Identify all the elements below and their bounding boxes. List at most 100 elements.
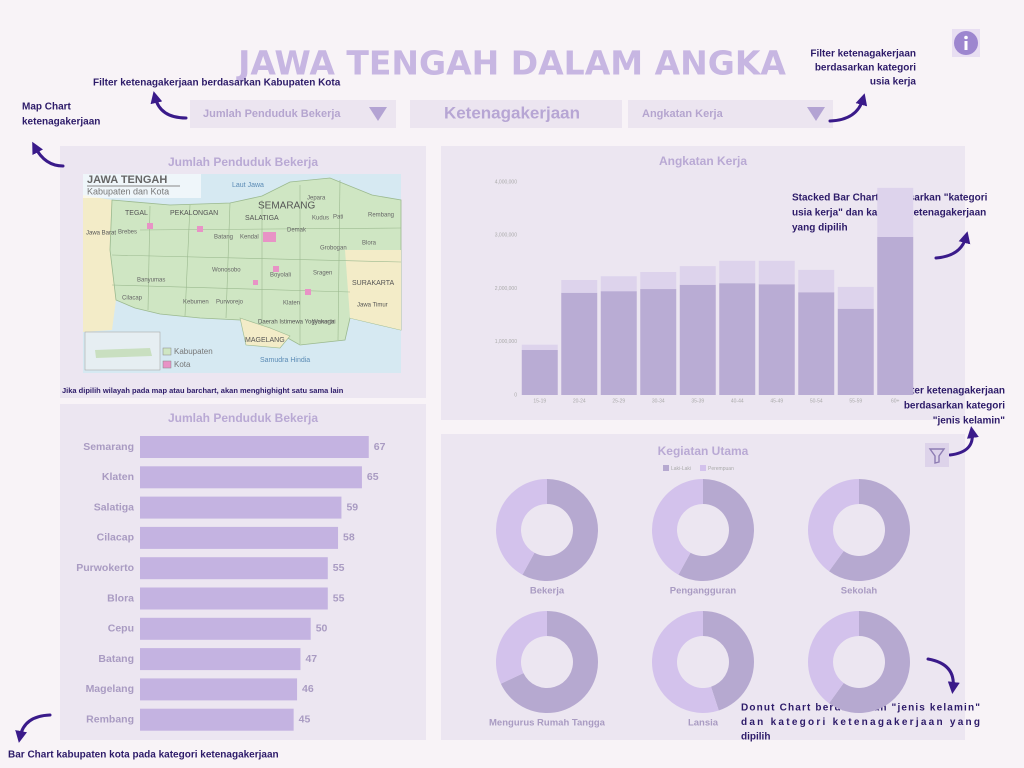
map-title: Jumlah Penduduk Bekerja: [168, 155, 318, 169]
map-heading: JAWA TENGAH: [87, 174, 167, 186]
info-button[interactable]: [952, 29, 980, 57]
donut-segment[interactable]: [652, 611, 719, 713]
filter-label: Angkatan Kerja: [642, 108, 724, 120]
bar-segment[interactable]: [758, 260, 795, 285]
donut-segment[interactable]: [496, 611, 547, 684]
bar-segment[interactable]: [600, 291, 637, 395]
bar-segment[interactable]: [798, 269, 835, 293]
bar-segment[interactable]: [640, 289, 677, 395]
map-label: Jawa Barat: [86, 231, 116, 237]
donut-segment[interactable]: [829, 479, 910, 581]
bar[interactable]: [140, 617, 311, 640]
x-tick-label: 15-19: [533, 398, 546, 404]
bar-segment[interactable]: [877, 236, 914, 395]
bar-segment[interactable]: [561, 292, 598, 395]
chart-title: Jumlah Penduduk Bekerja: [168, 411, 318, 425]
legend-swatch: [663, 465, 669, 471]
bar-segment[interactable]: [600, 276, 637, 292]
bar-segment[interactable]: [798, 292, 835, 395]
bar[interactable]: [140, 708, 294, 731]
value-label: 59: [346, 501, 358, 513]
annotation: dipilih: [741, 732, 770, 743]
donut-segment[interactable]: [703, 611, 755, 711]
bar-label: Cepu: [108, 623, 134, 635]
annotation: Filter ketenagakerjaan berdasarkan Kabup…: [93, 78, 341, 89]
x-tick-label: 50-54: [810, 398, 823, 404]
filter-kabupaten[interactable]: Jumlah Penduduk Bekerja: [190, 100, 396, 128]
map-label: Daerah Istimewa Yogyakarta: [258, 320, 335, 326]
x-tick-label: 45-49: [770, 398, 783, 404]
legend-label: Perempuan: [708, 466, 734, 472]
y-tick-label: 0: [514, 392, 517, 398]
map-label: SEMARANG: [258, 201, 315, 212]
map-label: Jepara: [307, 196, 326, 202]
bar-label: Cilacap: [97, 532, 134, 544]
map-label: MAGELANG: [245, 337, 285, 344]
filter-usia[interactable]: Angkatan Kerja: [628, 100, 833, 128]
donut-segment[interactable]: [807, 479, 859, 572]
map-legend-label: Kota: [174, 360, 191, 369]
bar-label: Rembang: [86, 713, 134, 725]
bar-label: Purwokerto: [76, 562, 134, 574]
donut-label: Mengurus Rumah Tangga: [489, 718, 606, 729]
bar[interactable]: [140, 466, 362, 489]
chart-title: Kegiatan Utama: [658, 444, 749, 458]
bar-segment[interactable]: [561, 279, 598, 293]
x-tick-label: 25-29: [612, 398, 625, 404]
value-label: 55: [333, 592, 345, 604]
x-tick-label: 40-44: [731, 398, 744, 404]
bar-segment[interactable]: [877, 187, 914, 237]
donut-label: Sekolah: [841, 586, 878, 597]
bar-segment[interactable]: [758, 284, 795, 395]
filter-kategori[interactable]: Ketenagakerjaan: [410, 100, 622, 128]
annotation: berdasarkan kategori: [815, 63, 916, 74]
bar[interactable]: [140, 678, 298, 701]
map-label: Kudus: [312, 216, 329, 222]
bar-label: Semarang: [83, 441, 134, 453]
bar-segment[interactable]: [521, 344, 558, 351]
bar-segment[interactable]: [679, 266, 716, 285]
bar-segment[interactable]: [837, 286, 874, 309]
bar[interactable]: [140, 496, 342, 519]
map-label: Wonosobo: [212, 268, 241, 274]
bar-segment[interactable]: [719, 260, 756, 284]
annotation: Filter ketenagakerjaan: [899, 386, 1005, 397]
donut-segment[interactable]: [496, 479, 547, 575]
donut-segment[interactable]: [500, 611, 598, 713]
map-label: Kendal: [240, 235, 259, 241]
bar-segment[interactable]: [837, 308, 874, 395]
bar[interactable]: [140, 587, 328, 610]
donut-segment[interactable]: [652, 479, 703, 575]
bar[interactable]: [140, 557, 328, 580]
donut-segment[interactable]: [807, 611, 859, 704]
map-label: Cilacap: [122, 296, 143, 302]
legend-swatch: [700, 465, 706, 471]
map-label: Samudra Hindia: [260, 357, 310, 364]
map-label: Kebumen: [183, 300, 209, 306]
map-label: SALATIGA: [245, 215, 279, 222]
map[interactable]: JAWA TENGAH Kabupaten dan Kota Kabupaten…: [83, 174, 402, 373]
bar[interactable]: [140, 648, 301, 671]
bar[interactable]: [140, 436, 369, 458]
donut-label: Lansia: [688, 718, 719, 729]
donut-segment[interactable]: [829, 611, 910, 713]
map-legend-label: Kabupaten: [174, 347, 213, 356]
value-label: 47: [305, 653, 317, 665]
gender-filter-button[interactable]: [925, 443, 949, 467]
bar-segment[interactable]: [521, 350, 558, 395]
value-label: 46: [302, 683, 314, 695]
annotation: ketenagakerjaan: [22, 117, 100, 128]
bar-segment[interactable]: [679, 284, 716, 395]
bar[interactable]: [140, 526, 339, 549]
legend-label: Laki-Laki: [671, 466, 691, 472]
filter-label: Ketenagakerjaan: [444, 103, 580, 122]
bar-segment[interactable]: [640, 271, 677, 290]
donut-segment[interactable]: [678, 479, 754, 581]
map-label: Jawa Timur: [357, 303, 388, 309]
map-label: Grobogan: [320, 246, 347, 252]
map-label: Purworejo: [216, 300, 244, 306]
bar-segment[interactable]: [719, 283, 756, 395]
donut-segment[interactable]: [522, 479, 598, 581]
map-label: Batang: [214, 235, 233, 241]
